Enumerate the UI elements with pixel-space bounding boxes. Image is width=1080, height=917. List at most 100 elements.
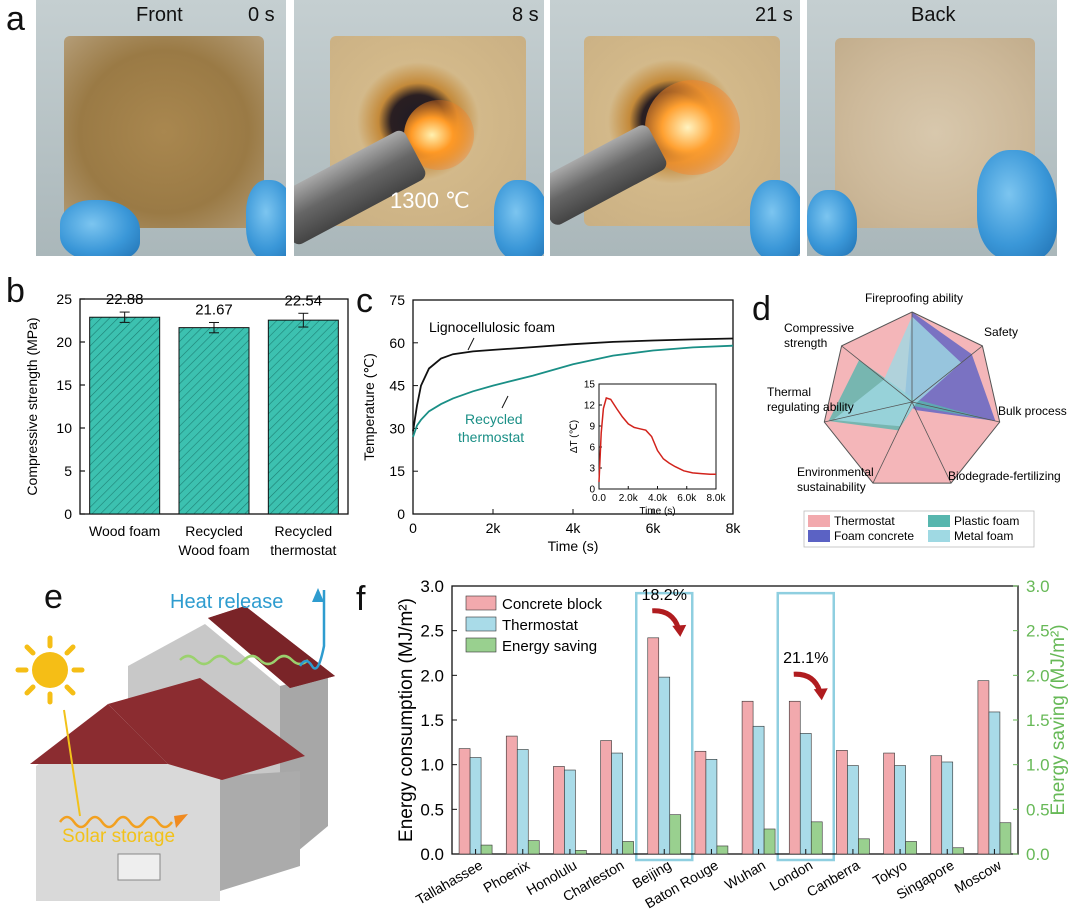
x-tick-label: 0 [409,520,417,536]
panel-label-a: a [6,0,25,38]
radar-axis [872,401,913,484]
bar-energy-saving [810,821,823,855]
bar-thermostat [564,769,576,855]
bar [178,327,250,515]
chart-compressive-strength: 0 5 10 15 20 25 Compressive strength (MPa) 22.8… [24,291,349,558]
inset-y-tick-label: 9 [589,422,595,433]
y-axis-label: Energy consumption (MJ/m²) [396,598,417,842]
legend-swatch [465,637,497,653]
legend-box [803,510,1035,548]
annotation-arrowhead-icon [813,688,828,701]
bar-energy-saving [716,845,729,855]
inset-y-tick-label: 6 [589,443,595,454]
y-right-axis-label: Energy saving (MJ/m²) [1048,624,1069,815]
y-tick-label: 20 [56,334,72,350]
bar-thermostat [658,676,671,855]
photo-label-time: 0 s [248,4,275,26]
y-tick-label: 15 [56,377,72,393]
x-tick-label: Canberra [804,857,863,900]
radar-area-metal-foam [833,316,962,427]
x-tick-label: Tallahassee [413,857,485,908]
radar-axis-label: Thermal [767,385,811,399]
radar-axis-label: Bulk process [998,404,1067,418]
y-right-tick-label: 2.0 [1026,666,1050,685]
panel-label-c: c [356,282,373,320]
bar [267,319,339,515]
bar-value-label: 22.54 [285,292,323,309]
annotation-arrow-icon [652,608,681,629]
house-front-roof-side [108,678,305,780]
x-tick-label: Recycled [185,523,243,539]
inset-x-tick-label: 2.0k [619,493,639,504]
bar-thermostat [988,711,1001,855]
y-right-tick-label: 2.5 [1026,622,1050,641]
annotation-arrowhead-icon [672,624,687,637]
photo-label-time: 8 s [512,4,539,26]
chart-radar: Fireproofing ability Safety Bulk process Bi… [767,291,1067,548]
glove-right [246,180,286,256]
house-front-right-wall [220,771,300,891]
bar-thermostat [705,759,718,855]
bar-thermostat [894,765,906,855]
x-axis-label: Time (s) [548,538,599,554]
photo-label-time: 21 s [755,4,793,26]
annotation-leader [467,337,475,351]
inset-frame [598,383,717,490]
bar-energy-saving [575,850,587,855]
y-tick-label: 15 [389,463,405,479]
bar-energy-saving [999,822,1012,855]
radar-axis-label: sustainability [797,480,866,494]
y-tick-label: 10 [56,420,72,436]
x-tick-label: 8k [726,520,742,536]
sunray-icon [63,709,81,817]
inset-x-tick-label: 6.0k [677,493,697,504]
y-tick-label: 3.0 [420,577,444,596]
arrow-head-icon [174,814,188,828]
radar-axis-label: Fireproofing ability [865,291,963,305]
radar-axis-label: Compressive [784,321,854,335]
y-right-tick-label: 1.5 [1026,711,1050,730]
photo-21s: 21 s [550,0,800,256]
sun-icon [15,635,85,705]
y-tick-label: 2.0 [420,666,444,685]
bar-thermostat [799,733,812,855]
bar-energy-saving [480,844,493,855]
bar-concrete-block [788,700,801,855]
annotation-leader [501,395,509,409]
x-tick-label: 6k [646,520,662,536]
legend-swatch [808,515,830,527]
radar-frame [823,311,1001,484]
bar-concrete-block [741,700,754,855]
photo-front-0s: Front 0 s [36,0,286,256]
solar-wave-icon [58,815,174,829]
bar-thermostat [469,757,482,855]
bar-concrete-block [505,735,518,855]
heat-release-arrow-icon [298,590,326,670]
solar-storage-label: Solar storage [62,826,175,847]
bar-energy-saving [527,840,540,855]
bar-concrete-block [600,740,612,855]
bar-energy-saving [622,841,634,855]
y-tick-label: 2.5 [420,622,444,641]
bar-thermostat [516,749,529,855]
y-tick-label: 0 [397,506,405,522]
photo-8s: 8 s 1300 ℃ [294,0,544,256]
bar-concrete-block [553,766,565,855]
bar-concrete-block [458,748,471,855]
y-tick-label: 5 [64,463,72,479]
y-tick-label: 0.0 [420,845,444,864]
radar-axis [841,345,913,403]
house-back-roof-side [208,606,335,688]
legend-swatch [928,530,950,542]
bar-energy-saving [858,838,870,855]
radar-axis-label: Safety [984,325,1018,339]
legend-label: Plastic foam [954,514,1019,528]
legend-label: Thermostat [502,617,579,634]
radar-axis-label: strength [784,336,827,350]
heat-wave-icon [179,654,309,666]
legend-label: Thermostat [834,514,895,528]
inset-y-axis-label: ΔT (℃) [569,420,580,453]
arrow-head-icon [312,588,324,602]
bar-concrete-block [930,755,943,855]
y-right-tick-label: 3.0 [1026,577,1050,596]
